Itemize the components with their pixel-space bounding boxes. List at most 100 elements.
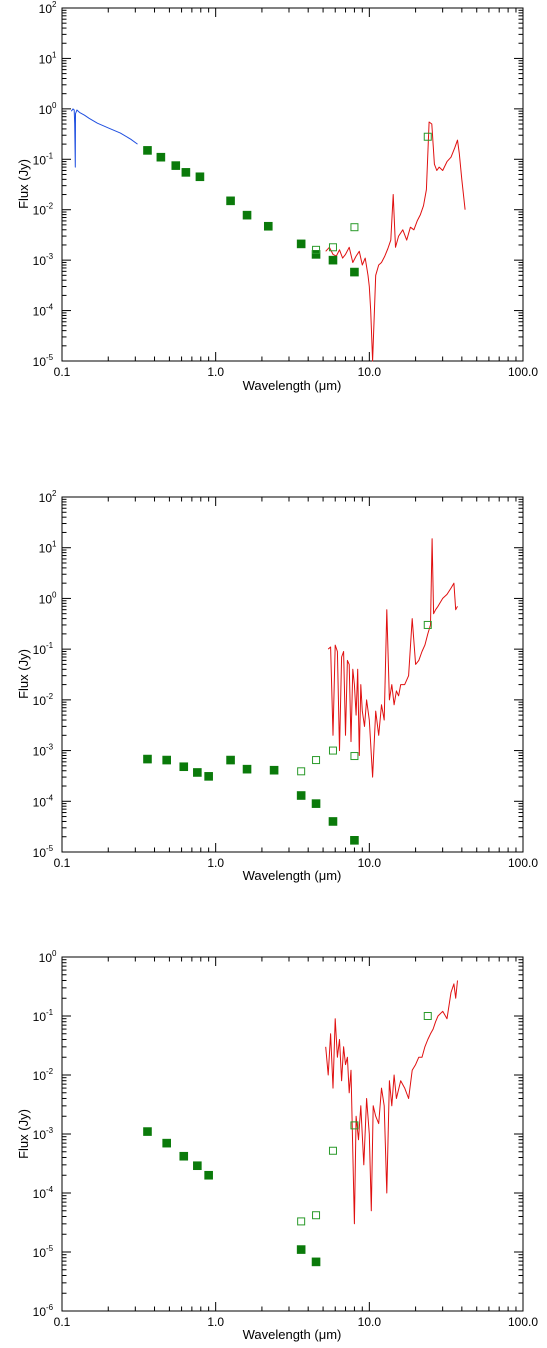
y-tick-label: 10 -1 (33, 151, 54, 167)
x-tick-label: 100.0 (508, 365, 538, 379)
svg-text:-3: -3 (46, 1126, 54, 1135)
y-tick-label: 10 -1 (33, 641, 54, 657)
open-square-point (350, 223, 359, 232)
svg-text:10: 10 (33, 355, 47, 369)
svg-text:10: 10 (33, 1305, 47, 1319)
open-square-point (423, 132, 432, 141)
svg-text:-2: -2 (46, 692, 54, 701)
svg-text:-3: -3 (46, 252, 54, 261)
open-square-point (350, 1121, 359, 1130)
svg-text:10: 10 (39, 542, 53, 556)
filled-square-point (350, 836, 359, 845)
svg-text:10: 10 (39, 2, 53, 16)
svg-text:10: 10 (39, 52, 53, 66)
y-axis-label: Flux (Jy) (16, 1109, 31, 1159)
y-tick-label: 10 -4 (33, 1185, 54, 1201)
svg-text:10: 10 (33, 1069, 47, 1083)
svg-text:-3: -3 (46, 743, 54, 752)
open-square-point (312, 756, 321, 765)
svg-text:1: 1 (52, 540, 57, 549)
svg-text:10: 10 (33, 305, 47, 319)
svg-text:2: 2 (52, 0, 57, 9)
spectra (327, 538, 458, 778)
y-tick-label: 10 0 (39, 949, 57, 965)
svg-text:-1: -1 (46, 641, 54, 650)
axis-ticks (61, 8, 523, 362)
x-axis-label: Wavelength (μm) (243, 868, 342, 883)
filled-square-point (269, 765, 279, 775)
chart-panel-1: Flux (Jy) Wavelength (μm) 0.1 1.0 10.0 100.… (16, 0, 538, 393)
x-tick-label: 1.0 (207, 365, 224, 379)
x-tick-labels: 0.1 1.0 10.0 100.0 (54, 856, 539, 870)
svg-text:10: 10 (33, 643, 47, 657)
filled-square-point (328, 255, 338, 265)
svg-text:10: 10 (33, 1010, 47, 1024)
photometry-markers (143, 1012, 432, 1267)
svg-text:10: 10 (39, 103, 53, 117)
y-tick-label: 10 1 (39, 50, 57, 66)
filled-square-point (179, 1151, 189, 1161)
filled-square-point (311, 250, 321, 259)
y-tick-label: 10 -5 (33, 844, 54, 860)
filled-square-point (311, 1257, 321, 1267)
y-tick-label: 10 0 (39, 101, 57, 117)
filled-square-point (204, 1170, 213, 1180)
ir-spectrum-line (327, 538, 458, 778)
svg-text:-5: -5 (46, 1244, 54, 1253)
y-tick-label: 10 -2 (33, 1067, 54, 1083)
svg-text:-2: -2 (46, 1067, 54, 1076)
x-tick-label: 10.0 (358, 856, 382, 870)
filled-square-point (195, 172, 205, 182)
filled-square-point (143, 754, 152, 764)
y-tick-label: 10 -1 (33, 1008, 54, 1024)
svg-text:10: 10 (33, 795, 47, 809)
open-square-point (423, 1012, 432, 1020)
plot-frame (61, 956, 524, 1312)
x-tick-label: 0.1 (54, 1315, 71, 1329)
filled-square-point (179, 762, 189, 772)
x-tick-label: 10.0 (358, 1315, 382, 1329)
filled-square-point (296, 1245, 306, 1254)
svg-text:10: 10 (33, 1246, 47, 1260)
filled-square-point (242, 764, 252, 774)
y-tick-label: 10 -3 (33, 1126, 54, 1142)
chart-panel-3: Flux (Jy) Wavelength (μm) 0.1 1.0 10.0 100.… (16, 949, 538, 1342)
y-axis-label: Flux (Jy) (16, 159, 31, 209)
x-tick-label: 0.1 (54, 365, 71, 379)
svg-text:-1: -1 (46, 1008, 54, 1017)
y-tick-label: 10 -3 (33, 252, 54, 268)
y-tick-label: 10 2 (39, 489, 57, 505)
svg-text:-5: -5 (46, 844, 54, 853)
y-axis-label: Flux (Jy) (16, 649, 31, 699)
x-tick-label: 0.1 (54, 856, 71, 870)
svg-text:-2: -2 (46, 202, 54, 211)
filled-square-point (311, 799, 321, 808)
x-tick-label: 10.0 (358, 365, 382, 379)
svg-text:0: 0 (52, 949, 57, 958)
svg-text:10: 10 (33, 204, 47, 218)
svg-text:-4: -4 (46, 303, 54, 312)
filled-square-point (162, 755, 171, 765)
y-tick-label: 10 1 (39, 540, 57, 556)
spectra (325, 980, 458, 1225)
photometry-markers (143, 132, 432, 277)
plot-frame (61, 7, 524, 362)
x-tick-label: 100.0 (508, 1315, 538, 1329)
y-tick-label: 10 -4 (33, 793, 54, 809)
svg-text:2: 2 (52, 489, 57, 498)
photometry-markers (143, 620, 432, 845)
svg-text:-5: -5 (46, 353, 54, 362)
filled-square-point (242, 210, 252, 220)
filled-square-point (162, 1138, 171, 1148)
open-square-point (328, 746, 337, 755)
svg-text:10: 10 (39, 951, 53, 965)
svg-text:0: 0 (52, 590, 57, 599)
filled-square-point (350, 267, 359, 277)
open-square-point (297, 767, 306, 776)
open-square-point (297, 1217, 306, 1226)
spectra (70, 108, 466, 362)
svg-text:-6: -6 (46, 1303, 54, 1312)
x-tick-label: 1.0 (207, 856, 224, 870)
